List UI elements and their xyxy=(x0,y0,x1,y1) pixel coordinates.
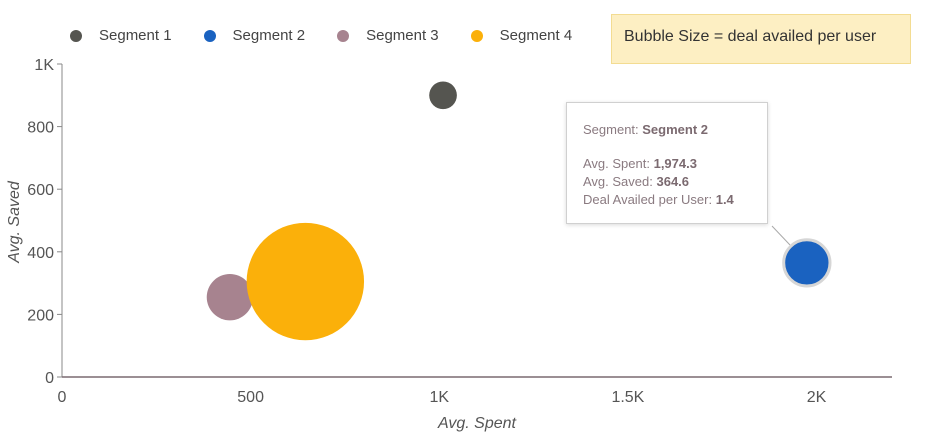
x-axis-title: Avg. Spent xyxy=(437,415,517,432)
legend-label: Segment 2 xyxy=(233,27,306,44)
legend-label: Segment 1 xyxy=(99,27,172,44)
tooltip-pointer xyxy=(772,226,790,245)
bubble-segment-1[interactable] xyxy=(429,81,457,109)
bubble-segment-3[interactable] xyxy=(207,274,253,320)
tooltip-saved-label: Avg. Saved: xyxy=(583,174,656,189)
legend-dot xyxy=(337,30,349,42)
x-tick-label: 1.5K xyxy=(611,389,644,406)
y-tick-labels: 0 200 400 600 800 1K xyxy=(27,57,62,387)
y-tick-label: 400 xyxy=(27,245,54,262)
y-axis-title: Avg. Saved xyxy=(6,180,23,264)
bubble-segment-4[interactable] xyxy=(247,223,364,340)
legend-dot xyxy=(471,30,483,42)
bubble-segment-2[interactable] xyxy=(784,240,830,286)
y-tick-label: 600 xyxy=(27,182,54,199)
y-tick-label: 200 xyxy=(27,307,54,324)
tooltip: Segment: Segment 2 Avg. Spent: 1,974.3 A… xyxy=(566,102,768,224)
tooltip-spent-label: Avg. Spent: xyxy=(583,156,654,171)
legend-label: Segment 4 xyxy=(500,27,573,44)
tooltip-spent-row: Avg. Spent: 1,974.3 xyxy=(583,155,767,173)
x-tick-label: 1K xyxy=(429,389,449,406)
x-tick-label: 0 xyxy=(58,389,67,406)
legend-dot xyxy=(70,30,82,42)
legend: Segment 1 Segment 2 Segment 3 Segment 4 xyxy=(70,27,604,44)
y-tick-label: 800 xyxy=(27,120,54,137)
legend-item-segment-4[interactable]: Segment 4 xyxy=(471,27,573,44)
x-tick-labels: 0 500 1K 1.5K 2K xyxy=(58,389,827,406)
legend-label: Segment 3 xyxy=(366,27,439,44)
legend-item-segment-3[interactable]: Segment 3 xyxy=(337,27,439,44)
tooltip-segment-value: Segment 2 xyxy=(642,122,708,137)
tooltip-deal-value: 1.4 xyxy=(716,192,734,207)
tooltip-deal-row: Deal Availed per User: 1.4 xyxy=(583,191,767,209)
x-tick-label: 500 xyxy=(237,389,264,406)
tooltip-spent-value: 1,974.3 xyxy=(654,156,697,171)
tooltip-saved-value: 364.6 xyxy=(656,174,689,189)
x-tick-label: 2K xyxy=(807,389,827,406)
legend-item-segment-2[interactable]: Segment 2 xyxy=(204,27,306,44)
y-tick-label: 0 xyxy=(45,370,54,387)
bubble-size-note: Bubble Size = deal availed per user xyxy=(611,14,911,64)
tooltip-saved-row: Avg. Saved: 364.6 xyxy=(583,173,767,191)
tooltip-segment-row: Segment: Segment 2 xyxy=(583,121,767,139)
tooltip-deal-label: Deal Availed per User: xyxy=(583,192,716,207)
legend-item-segment-1[interactable]: Segment 1 xyxy=(70,27,172,44)
y-tick-label: 1K xyxy=(34,57,54,74)
tooltip-segment-label: Segment: xyxy=(583,122,642,137)
legend-dot xyxy=(204,30,216,42)
